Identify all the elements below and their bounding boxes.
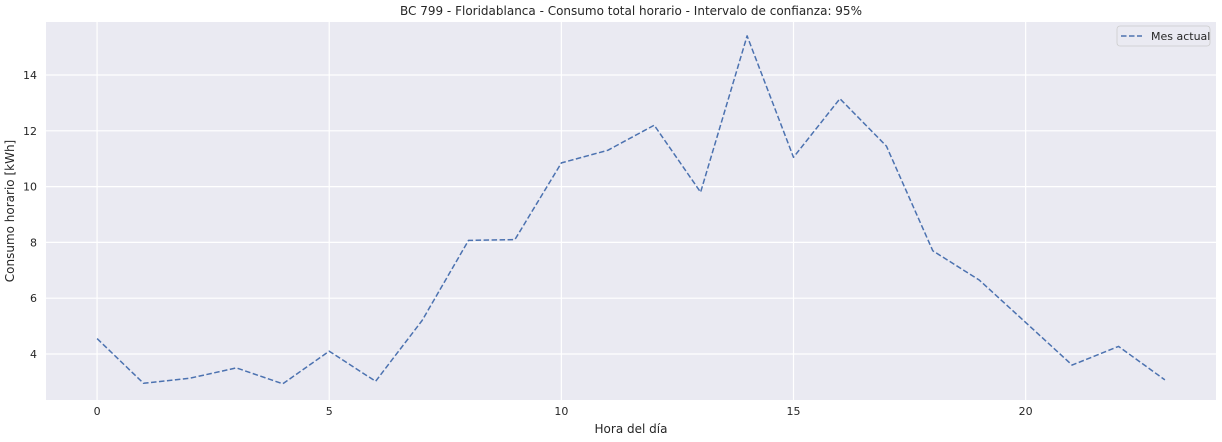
- x-axis-label: Hora del día: [595, 422, 668, 436]
- chart-title: BC 799 - Floridablanca - Consumo total h…: [400, 4, 862, 18]
- y-tick-label: 12: [23, 125, 37, 138]
- legend: Mes actual: [1116, 25, 1211, 47]
- y-axis-label: Consumo horario [kWh]: [3, 140, 17, 282]
- y-tick-label: 8: [30, 236, 37, 249]
- gridlines: [46, 22, 1216, 400]
- plot-area: [46, 22, 1216, 400]
- series-group: [96, 35, 1166, 385]
- x-tick-label: 20: [1019, 405, 1033, 418]
- y-tick-label: 14: [23, 69, 37, 82]
- x-tick-label: 5: [326, 405, 333, 418]
- legend-box: [1116, 25, 1211, 47]
- x-tick-label: 0: [94, 405, 101, 418]
- legend-label-mes-actual: Mes actual: [1151, 30, 1210, 43]
- y-tick-label: 6: [30, 292, 37, 305]
- x-tick-label: 10: [554, 405, 568, 418]
- x-tick-labels: 0 5 10 15 20: [94, 405, 1033, 418]
- x-tick-label: 15: [787, 405, 801, 418]
- y-tick-label: 10: [23, 181, 37, 194]
- series-line-mes-actual: [96, 35, 1166, 385]
- y-tick-label: 4: [30, 348, 37, 361]
- y-tick-labels: 4 6 8 10 12 14: [23, 69, 37, 361]
